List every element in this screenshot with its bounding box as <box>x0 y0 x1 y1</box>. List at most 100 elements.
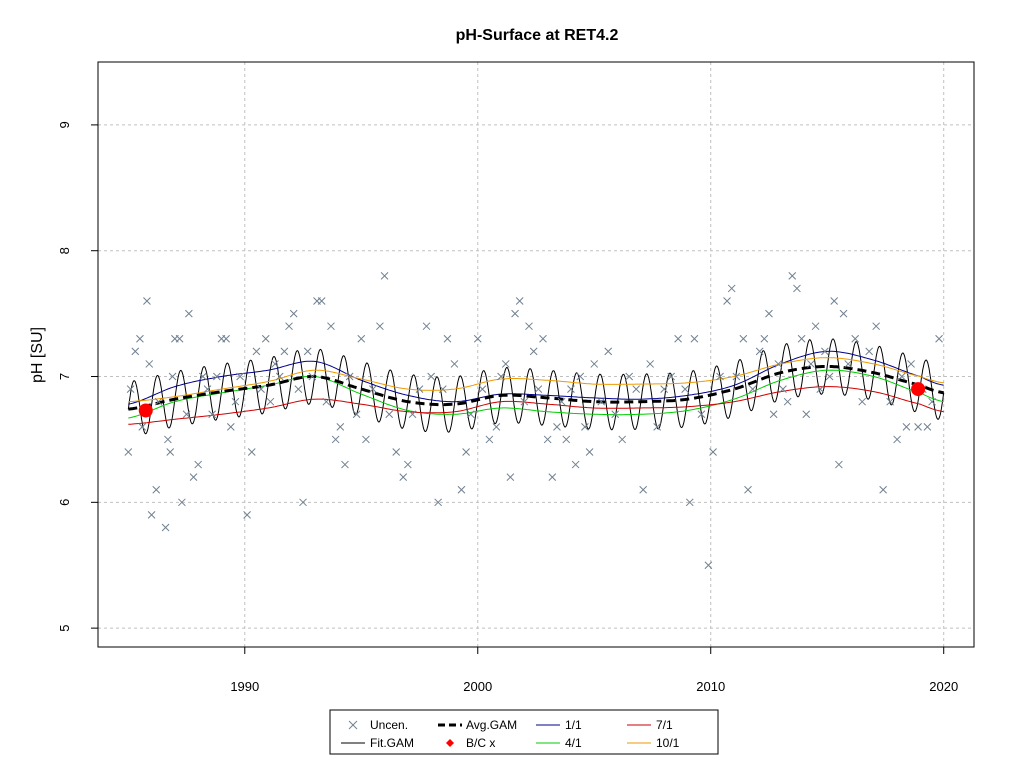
data-point <box>178 498 186 507</box>
data-point <box>376 322 384 331</box>
data-point <box>907 360 915 368</box>
data-point <box>198 372 207 381</box>
data-point <box>646 360 655 368</box>
y-tick-label: 8 <box>57 247 72 254</box>
data-point <box>154 397 163 406</box>
data-point <box>404 460 412 469</box>
data-point <box>164 435 172 444</box>
legend-box <box>329 709 719 755</box>
data-point <box>352 410 361 419</box>
data-point <box>203 385 212 393</box>
data-point <box>275 372 284 381</box>
data-point <box>865 347 874 356</box>
data-point <box>632 385 641 393</box>
data-point <box>611 410 620 419</box>
chart-title: pH-Surface at RET4.2 <box>456 27 619 44</box>
data-point <box>765 309 773 318</box>
data-point <box>830 297 839 305</box>
data-point <box>194 460 203 469</box>
data-point <box>793 284 801 293</box>
data-point <box>525 322 533 331</box>
data-point <box>553 422 561 431</box>
bc-point <box>138 403 153 418</box>
data-point <box>923 422 932 431</box>
data-point <box>779 385 787 393</box>
data-point <box>289 309 298 318</box>
data-point <box>727 284 736 293</box>
data-point <box>462 448 470 456</box>
data-point <box>667 372 675 381</box>
data-point <box>858 397 867 406</box>
data-point <box>331 435 340 444</box>
data-point <box>697 410 706 419</box>
data-point <box>345 372 354 381</box>
data-point <box>266 397 275 406</box>
data-point <box>357 334 366 343</box>
series-7-1-line <box>128 386 944 425</box>
y-tick-label: 6 <box>57 499 72 506</box>
data-point <box>802 410 811 419</box>
data-point <box>175 334 184 343</box>
data-point <box>739 334 748 343</box>
data-point <box>576 372 585 381</box>
data-point <box>380 272 389 280</box>
data-point <box>438 385 447 393</box>
legend-s101-label: 10/1 <box>656 736 680 750</box>
data-point <box>341 460 349 469</box>
legend: Uncen. Fit.GAM Avg.GAM B/C x 1/1 4/1 7/1… <box>329 709 719 755</box>
data-point <box>231 397 240 406</box>
data-point <box>811 322 820 331</box>
x-axis: 1990 2000 2010 2020 <box>230 647 958 694</box>
bc-point <box>911 382 926 397</box>
y-tick-label: 5 <box>57 625 72 632</box>
data-point <box>261 334 270 343</box>
data-point <box>690 334 699 343</box>
y-axis-label: pH [SU] <box>29 327 46 383</box>
data-point <box>280 347 289 356</box>
data-point <box>189 473 198 482</box>
data-point <box>327 322 335 331</box>
data-point <box>392 448 401 456</box>
data-point <box>126 385 135 393</box>
data-point <box>660 385 668 393</box>
data-point <box>185 309 193 318</box>
data-point <box>597 397 606 406</box>
grid <box>98 62 974 647</box>
data-point <box>539 334 547 343</box>
data-point <box>704 561 713 570</box>
data-point <box>243 511 251 519</box>
data-point <box>222 334 230 343</box>
data-point <box>252 347 261 356</box>
data-point <box>308 372 317 381</box>
data-point <box>168 372 177 381</box>
data-point <box>501 360 510 368</box>
fit-gam-line <box>127 338 945 435</box>
legend-s41-label: 4/1 <box>565 736 582 750</box>
data-point <box>844 360 853 368</box>
plot-frame <box>97 61 975 648</box>
series-10-1-line <box>128 357 944 403</box>
data-point <box>914 422 922 431</box>
data-points <box>124 272 943 570</box>
x-tick-label: 2020 <box>929 679 958 694</box>
data-point <box>506 473 515 482</box>
legend-fitgam-label: Fit.GAM <box>370 736 414 750</box>
data-point <box>893 435 901 444</box>
data-point <box>511 309 519 318</box>
data-point <box>317 297 326 305</box>
data-point <box>408 410 417 419</box>
data-point <box>807 360 815 368</box>
data-point <box>543 435 552 444</box>
data-point <box>774 360 783 368</box>
data-point <box>212 372 221 381</box>
data-point <box>886 397 894 406</box>
data-point <box>485 435 494 444</box>
data-point <box>457 485 466 494</box>
data-point <box>935 334 943 343</box>
data-point <box>835 460 843 469</box>
bc-points <box>138 382 926 418</box>
data-point <box>534 385 543 393</box>
data-point <box>825 372 834 381</box>
data-point <box>567 385 575 393</box>
